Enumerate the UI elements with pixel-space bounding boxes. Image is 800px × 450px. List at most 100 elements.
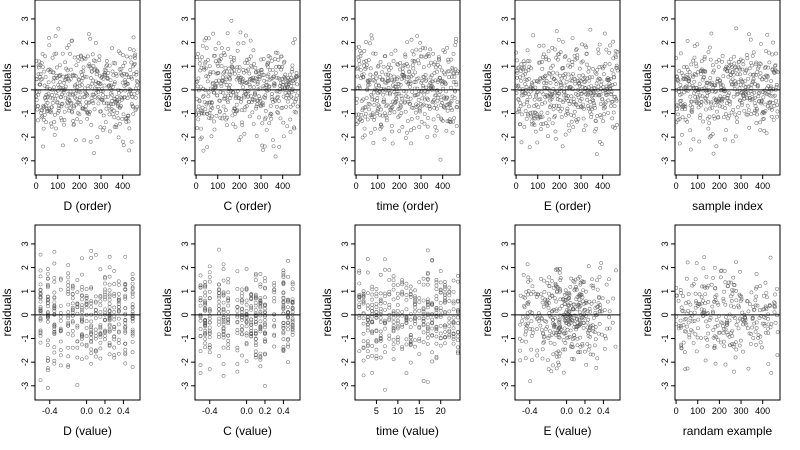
data-point [256,74,261,79]
data-point [383,318,387,323]
data-point [720,59,724,64]
data-point [563,341,568,345]
data-point [561,338,566,343]
data-point [208,100,213,105]
data-point [203,279,208,284]
data-point [563,347,568,352]
data-point [410,63,415,68]
data-point [729,280,733,285]
data-point [599,142,604,147]
data-point [682,317,687,322]
data-point [759,98,764,103]
data-point [532,97,537,102]
data-point [286,300,290,304]
data-point [45,108,50,113]
data-point [50,101,55,105]
data-point [556,37,561,42]
data-point [135,90,140,95]
data-point [123,78,127,82]
data-point [368,41,372,46]
data-point [434,334,439,339]
data-point [706,283,711,288]
data-point [751,78,756,83]
data-point [562,302,567,306]
points [357,248,460,392]
data-point [387,62,391,67]
y-tick-label: -1 [660,110,670,118]
data-point [272,299,277,304]
data-point [108,78,113,83]
data-point [240,328,244,333]
data-point [130,104,135,108]
data-point [98,125,103,130]
data-point [455,349,460,354]
data-point [53,96,58,101]
data-point [49,124,54,129]
data-point [207,367,212,372]
data-point [93,294,98,299]
data-point [89,319,94,324]
data-point [272,324,277,329]
data-point [206,94,211,99]
data-point [94,90,99,95]
data-point [729,330,734,335]
data-point [421,276,426,281]
data-point [289,90,294,95]
y-tick-label: -3 [340,382,350,390]
data-point [696,105,701,110]
data-point [752,321,757,326]
data-point [221,90,225,95]
data-point [687,78,692,83]
data-point [196,76,201,81]
data-point [93,348,98,353]
data-point [605,90,610,95]
data-point [554,55,559,60]
data-point [453,39,458,44]
data-point [517,336,522,341]
data-point [730,328,735,333]
data-point [207,307,212,311]
data-point [421,322,426,327]
data-point [230,113,235,118]
data-point [573,81,578,86]
data-point [210,106,215,110]
data-point [425,335,430,340]
data-point [693,88,698,93]
data-point [425,96,429,101]
data-point [706,331,711,336]
data-point [580,343,585,348]
data-point [370,320,375,325]
data-point [90,99,95,103]
data-point [84,296,89,300]
data-point [395,321,400,326]
data-point [127,47,132,51]
data-point [542,80,546,85]
data-point [589,301,594,306]
y-tick-label: 2 [340,265,350,270]
data-point [134,106,139,111]
data-point [251,48,256,53]
data-point [728,343,732,348]
data-point [535,317,539,321]
data-point [702,74,706,79]
data-point [534,92,539,97]
data-point [402,63,407,67]
data-point [604,282,609,287]
data-point [530,358,534,362]
data-point [570,79,574,83]
data-point [281,330,286,334]
x-tick-label: 100 [530,181,545,191]
data-point [357,268,362,273]
data-point [112,317,117,322]
data-point [608,84,613,88]
data-point [599,115,604,120]
data-point [226,299,231,303]
data-point [682,102,687,107]
data-point [387,268,392,273]
data-point [374,294,379,299]
data-point [571,302,576,307]
data-point [227,85,231,90]
data-point [523,109,528,113]
data-point [400,322,405,327]
data-point [554,307,559,312]
